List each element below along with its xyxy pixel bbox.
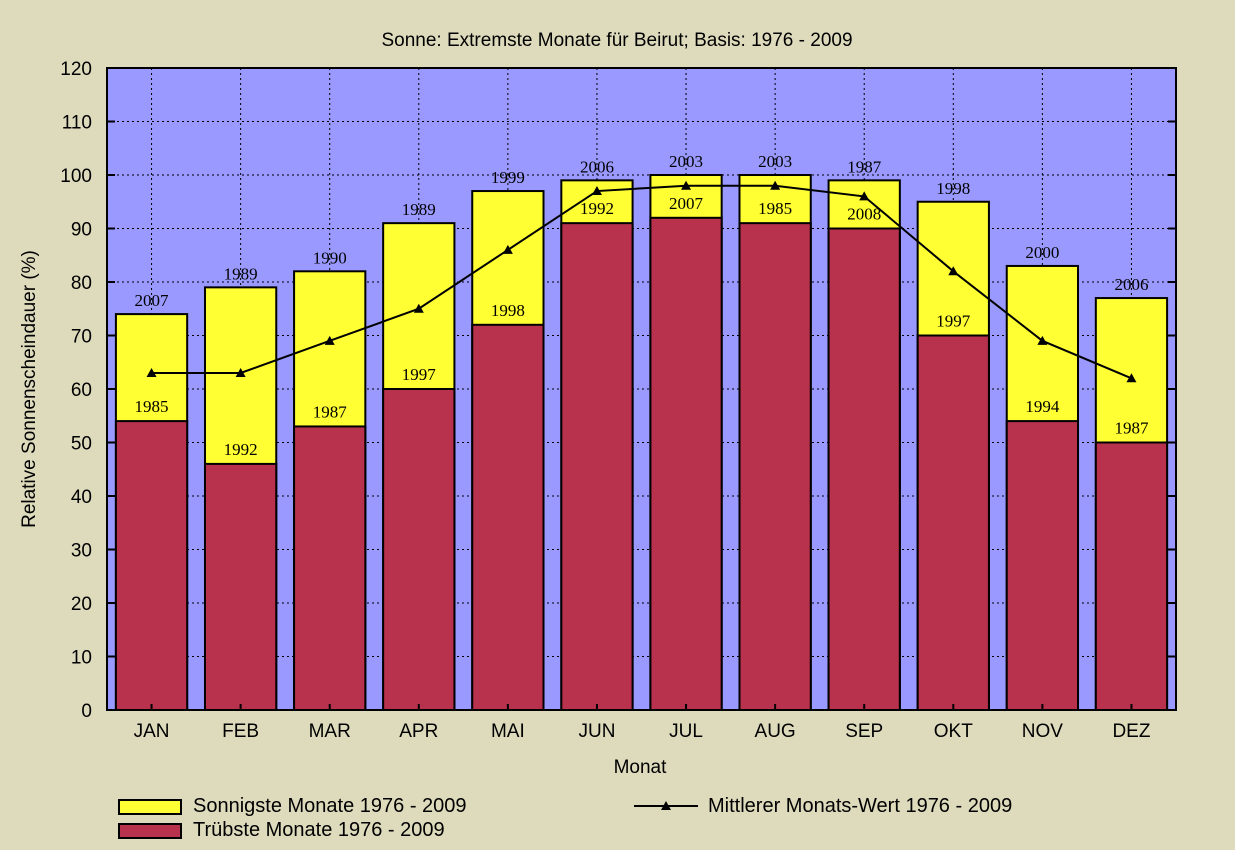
mean-marker-dez xyxy=(1126,373,1137,383)
mean-marker-mar xyxy=(324,335,335,345)
y-axis-label: Relative Sonnenscheindauer (%) xyxy=(19,250,40,528)
x-axis-label: Monat xyxy=(614,757,668,778)
y-tick-label: 80 xyxy=(71,273,92,294)
bar-dullest-jan xyxy=(114,420,189,711)
year-label-sunniest: 1989 xyxy=(402,200,436,219)
legend-marker-mean xyxy=(661,801,671,810)
year-label-sunniest: 2003 xyxy=(669,152,703,171)
year-label-sunniest: 2007 xyxy=(135,291,170,310)
x-tick-label-apr: APR xyxy=(399,721,438,742)
y-tick-label: 70 xyxy=(71,327,92,348)
mean-marker-aug xyxy=(770,180,781,190)
bar-dullest-okt xyxy=(916,334,990,711)
y-tick-label: 60 xyxy=(71,380,92,401)
x-tick-label-jul: JUL xyxy=(669,721,703,742)
y-tick-label: 20 xyxy=(71,594,92,615)
year-labels: 2007 1985 1989 1992 1990 1987 1989 1997 1999 1998… xyxy=(135,152,1149,459)
year-label-sunniest: 2000 xyxy=(1025,243,1059,262)
chart-title: Sonne: Extremste Monate für Beirut; Basi… xyxy=(381,30,852,51)
year-label-dullest: 1985 xyxy=(135,397,169,416)
legend-label-sunniest: Sonnigste Monate 1976 - 2009 xyxy=(193,795,467,817)
year-label-dullest: 1992 xyxy=(580,199,614,218)
mean-polyline xyxy=(151,184,1132,380)
year-label-dullest: 1998 xyxy=(491,301,525,320)
y-tick-label: 50 xyxy=(71,434,92,455)
year-label-dullest: 2008 xyxy=(847,205,881,224)
mean-marker-jan xyxy=(146,367,157,377)
x-tick-label-mai: MAI xyxy=(491,721,525,742)
legend-swatch-sunniest xyxy=(118,799,182,815)
x-tick-label-jan: JAN xyxy=(134,721,170,742)
legend-label-mean: Mittlerer Monats-Wert 1976 - 2009 xyxy=(708,795,1012,817)
y-tick-label: 10 xyxy=(71,648,92,669)
legend-swatch-dullest xyxy=(118,823,182,839)
x-tick-label-jun: JUN xyxy=(578,721,615,742)
legend-label-dullest: Trübste Monate 1976 - 2009 xyxy=(193,819,445,841)
x-tick-label-aug: AUG xyxy=(755,721,796,742)
x-tick-label-nov: NOV xyxy=(1022,721,1064,742)
mean-line xyxy=(146,180,1137,383)
y-tick-label: 0 xyxy=(81,701,92,722)
year-label-dullest: 2007 xyxy=(669,194,704,213)
y-tick-label: 40 xyxy=(71,487,92,508)
year-label-sunniest: 1998 xyxy=(936,179,970,198)
bar-dullest-sep xyxy=(827,227,901,711)
mean-marker-sep xyxy=(859,191,870,201)
mean-marker-feb xyxy=(235,367,246,377)
bar-dullest-feb xyxy=(203,462,278,711)
x-tick-label-dez: DEZ xyxy=(1112,721,1150,742)
mean-marker-nov xyxy=(1037,335,1048,345)
mean-marker-okt xyxy=(948,266,959,276)
bars xyxy=(114,174,1169,712)
year-label-dullest: 1987 xyxy=(1114,419,1149,438)
year-label-sunniest: 2003 xyxy=(758,152,792,171)
year-label-sunniest: 2006 xyxy=(1114,275,1148,294)
year-label-sunniest: 1989 xyxy=(224,264,258,283)
mean-marker-mai xyxy=(502,244,513,254)
x-tick-label-okt: OKT xyxy=(934,721,973,742)
y-tick-label: 100 xyxy=(60,166,92,187)
year-label-dullest: 1997 xyxy=(936,312,971,331)
legend: Sonnigste Monate 1976 - 2009 Trübste Mon… xyxy=(118,795,1012,841)
bar-dullest-nov xyxy=(1005,420,1080,711)
mean-marker-jul xyxy=(681,180,692,190)
mean-marker-jun xyxy=(591,186,602,196)
x-tick-label-feb: FEB xyxy=(222,721,259,742)
bar-dullest-apr xyxy=(382,388,456,711)
x-axis: JAN FEB MAR APR MAI JUN JUL AUG SEP OKT NOV DEZ xyxy=(134,704,1151,742)
year-label-sunniest: 2006 xyxy=(580,157,614,176)
year-label-dullest: 1992 xyxy=(224,440,258,459)
year-label-dullest: 1987 xyxy=(313,402,348,421)
x-tick-label-sep: SEP xyxy=(845,721,883,742)
y-tick-label: 30 xyxy=(71,541,92,562)
bar-dullest-mar xyxy=(293,425,367,711)
bar-dullest-dez xyxy=(1094,441,1169,711)
y-tick-label: 110 xyxy=(62,113,92,134)
y-axis: 0 10 20 30 40 50 60 70 80 90 100 110 120 xyxy=(60,59,1176,722)
year-label-dullest: 1997 xyxy=(402,365,437,384)
y-tick-label: 120 xyxy=(60,59,92,80)
x-tick-label-mar: MAR xyxy=(309,721,351,742)
bar-dullest-jun xyxy=(560,222,634,711)
bar-dullest-aug xyxy=(738,222,812,711)
year-label-sunniest: 1987 xyxy=(847,157,882,176)
year-label-sunniest: 1999 xyxy=(491,168,525,187)
year-label-dullest: 1994 xyxy=(1025,397,1060,416)
mean-marker-apr xyxy=(413,303,424,313)
y-tick-label: 90 xyxy=(71,220,92,241)
year-label-sunniest: 1990 xyxy=(313,248,347,267)
bar-dullest-jul xyxy=(649,216,723,712)
bar-dullest-mai xyxy=(471,323,545,711)
year-label-dullest: 1985 xyxy=(758,199,792,218)
